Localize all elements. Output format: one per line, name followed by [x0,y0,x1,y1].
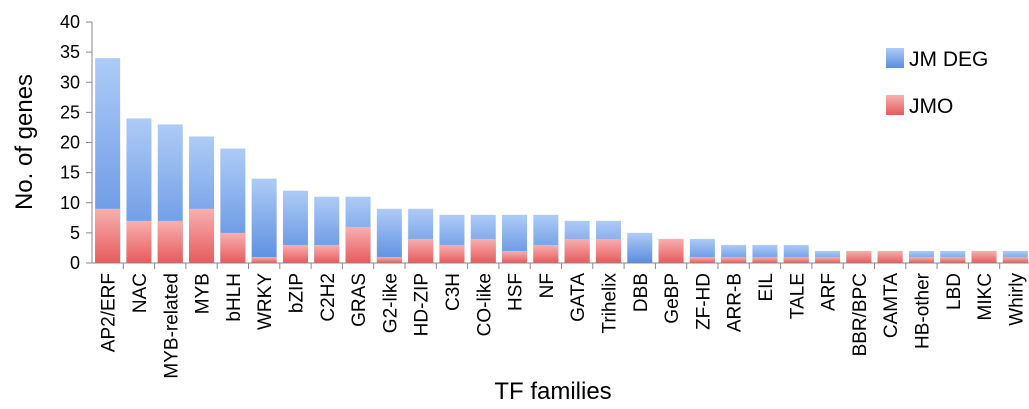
bar [752,256,778,263]
bar [376,208,402,263]
legend-swatch [886,48,904,68]
bar [470,238,496,263]
bar [908,256,934,263]
x-tick-label: NAC [130,273,151,313]
y-axis-title: No. of genes [11,74,38,210]
bar [564,238,590,263]
x-tick-label: CO-like [474,273,495,336]
x-tick-label: ZF-HD [693,273,714,330]
x-tick-label: bZIP [286,273,307,313]
x-tick-label: GRAS [349,273,370,327]
bar [689,256,715,263]
y-tick-label: 20 [60,133,80,153]
legend-label: JMO [909,95,953,118]
y-tick-label: 25 [60,102,80,122]
x-tick-label: C3H [443,273,464,311]
y-tick-label: 40 [60,12,80,32]
x-tick-label: MYB [193,273,214,314]
bar [408,238,434,263]
bar [157,220,183,263]
x-tick-label: LBD [944,273,965,310]
x-tick-label: TALE [787,273,808,319]
bar [627,232,653,263]
bar [376,256,402,263]
x-tick-label: DBB [631,273,652,312]
x-tick-label: GATA [568,273,589,322]
bar [1002,256,1028,263]
bar [126,220,152,263]
x-tick-label: G2-like [380,273,401,333]
bar [877,250,903,263]
x-axis-title: TF families [494,378,611,405]
bar [971,250,997,263]
bar [658,238,684,263]
x-tick-label: HB-other [912,272,933,349]
x-tick-label: BBR/BPC [850,273,871,356]
bar [940,256,966,263]
x-tick-label: ARF [819,273,840,311]
y-tick-label: 30 [60,72,80,92]
bar [314,244,340,263]
y-tick-label: 15 [60,163,80,183]
bar [251,256,277,263]
bar [502,250,528,263]
x-tick-label: C2H2 [318,273,339,322]
x-tick-label: HSF [506,273,527,311]
bar [189,208,215,263]
bar [282,244,308,263]
bar [721,256,747,263]
x-tick-label: Trihelix [599,273,620,334]
bar [815,256,841,263]
x-tick-label: MIKC [975,273,996,321]
x-tick-label: WRKY [255,273,276,330]
y-tick-label: 5 [70,223,80,243]
x-tick-label: Whirly [1006,273,1027,326]
x-tick-label: bHLH [224,273,245,322]
x-tick-label: MYB-related [161,273,182,379]
x-tick-label: GeBP [662,273,683,324]
x-tick-label: CAMTA [881,273,902,338]
x-tick-label: NF [537,273,558,298]
y-tick-label: 0 [70,253,80,273]
bar [95,208,121,263]
legend-swatch [886,95,904,115]
bar [439,244,465,263]
x-tick-label: HD-ZIP [412,273,433,336]
bar [251,178,277,263]
x-tick-label: AP2/ERF [99,273,120,352]
x-tick-label: EIL [756,273,777,302]
bar [533,244,559,263]
y-tick-label: 35 [60,42,80,62]
legend-label: JM DEG [909,48,988,71]
y-tick-label: 10 [60,193,80,213]
bar [783,256,809,263]
bar [846,250,872,263]
bar [345,226,371,263]
bar [220,232,246,263]
bar [595,238,621,263]
x-tick-label: ARR-B [725,273,746,332]
